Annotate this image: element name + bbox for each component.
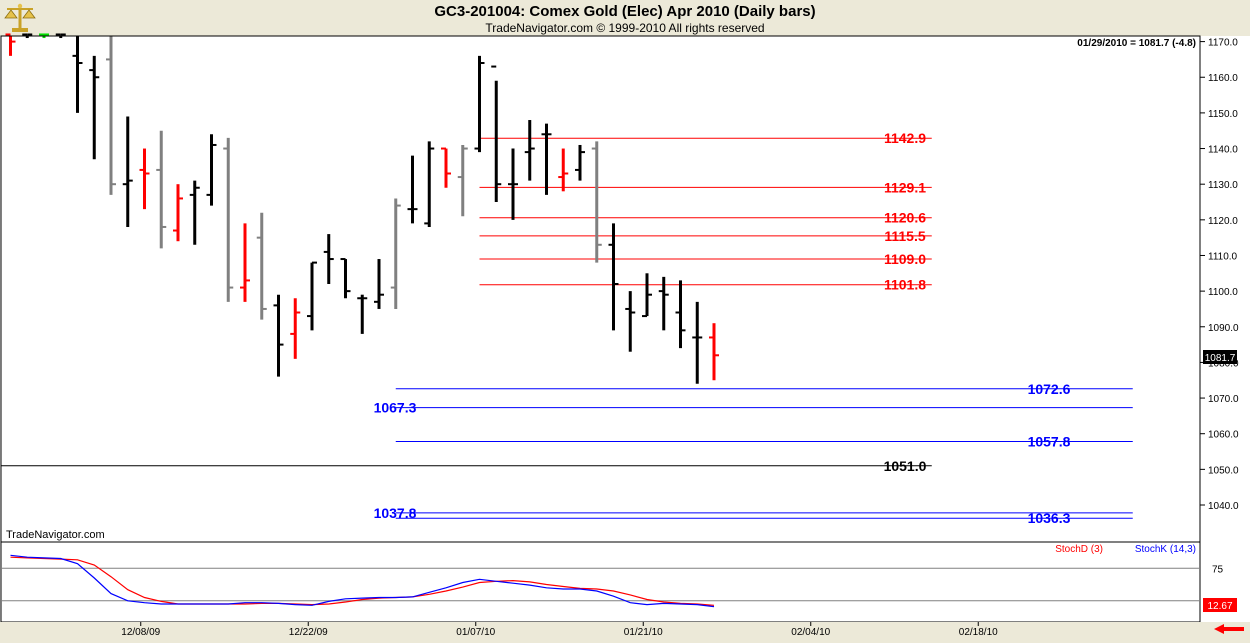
stochk-legend: StochK (14,3) (1135, 544, 1196, 555)
ohlc-bar (524, 120, 535, 181)
ohlc-bar (273, 294, 284, 377)
level-label: 1109.0 (884, 251, 926, 267)
ohlc-bar (340, 258, 351, 299)
level-label: 1120.6 (884, 210, 926, 226)
price-tick-label: 1060.0 (1208, 430, 1239, 441)
ohlc-bar (173, 184, 183, 242)
price-tick-label: 1120.0 (1208, 216, 1238, 227)
bars-layer (5, 33, 719, 384)
ohlc-bar (374, 259, 384, 309)
price-tick-label: 1150.0 (1208, 109, 1238, 120)
ohlc-bar (508, 148, 518, 220)
date-tick-label: 02/18/10 (959, 627, 998, 638)
price-tick-label: 1070.0 (1208, 394, 1239, 405)
level-label: 1051.0 (884, 458, 927, 474)
ohlc-bar (658, 276, 669, 331)
ohlc-bar (457, 144, 468, 217)
price-tick-label: 1130.0 (1208, 180, 1238, 191)
date-axis: 12/08/09 12/22/09 01/07/10 01/21/10 02/04/10… (121, 622, 998, 638)
ohlc-bar (407, 155, 418, 224)
ohlc-bar (642, 273, 652, 318)
scales-logo-icon[interactable] (3, 2, 37, 34)
ohlc-bar (474, 55, 485, 153)
price-tick-label: 1040.0 (1208, 501, 1239, 512)
price-pane (0, 35, 1201, 543)
ohlc-bar (692, 301, 703, 384)
date-tick-label: 02/04/10 (791, 627, 830, 638)
stochastic-layer: 75 (1, 554, 1224, 608)
ohlc-bar (156, 130, 167, 249)
ohlc-bar (575, 144, 585, 181)
ohlc-bar (625, 291, 636, 352)
stoch-series-line (10, 556, 715, 606)
level-label: 1101.8 (884, 277, 926, 293)
level-label: 1067.3 (374, 400, 417, 416)
level-label: 1142.9 (884, 130, 926, 146)
chart-subtitle: TradeNavigator.com © 1999-2010 All right… (485, 21, 765, 35)
date-tick-label: 12/08/09 (121, 627, 160, 638)
stochd-legend: StochD (3) (1055, 544, 1103, 555)
price-tick-label: 1090.0 (1208, 323, 1239, 334)
ohlc-bar (189, 180, 200, 245)
price-tick-label: 1110.0 (1208, 251, 1238, 262)
price-tick-label: 1050.0 (1208, 465, 1239, 476)
date-tick-label: 01/07/10 (456, 627, 495, 638)
price-axis-panel (1200, 36, 1250, 622)
chart-title: GC3-201004: Comex Gold (Elec) Apr 2010 (… (434, 3, 816, 20)
ohlc-bar (256, 212, 267, 320)
last-price-label: 1081.7 (1205, 353, 1236, 364)
ohlc-bar (558, 148, 569, 192)
ohlc-bar (307, 261, 317, 331)
level-label: 1072.6 (1028, 381, 1071, 397)
ohlc-bar (591, 141, 602, 263)
ohlc-bar (675, 280, 686, 349)
ohlc-bar (22, 33, 33, 39)
stoch-series-line (10, 554, 715, 608)
chart-header: GC3-201004: Comex Gold (Elec) Apr 2010 (… (0, 0, 1250, 36)
levels-layer: 1142.9 1129.1 1120.6 1115.5 1109.0 1101.8 1072… (1, 130, 1133, 526)
level-label: 1057.8 (1028, 434, 1071, 450)
ohlc-bar (89, 55, 100, 160)
stochastic-pane (0, 541, 1201, 623)
scroll-left-arrow-icon[interactable] (1214, 624, 1244, 634)
price-tick-label: 1160.0 (1208, 73, 1238, 84)
ohlc-bar (323, 234, 334, 284)
date-tick-label: 12/22/09 (289, 627, 328, 638)
level-label: 1115.5 (884, 228, 925, 244)
ohlc-bar (709, 323, 719, 381)
ohlc-bar (106, 36, 116, 195)
ohlc-bar (139, 148, 150, 210)
date-axis-panel (0, 622, 1250, 643)
ohlc-bar (441, 147, 451, 188)
watermark: TradeNavigator.com (6, 529, 105, 541)
level-label: 1037.8 (374, 505, 417, 521)
ohlc-bar (122, 116, 133, 227)
price-readout: 01/29/2010 = 1081.7 (-4.8) (1077, 38, 1196, 49)
stoch-value-label: 12.67 (1207, 601, 1232, 612)
price-tick-label: 1140.0 (1208, 145, 1238, 156)
ohlc-bar (424, 141, 435, 227)
last-price-box (1203, 350, 1237, 364)
stoch-level-label: 75 (1212, 564, 1224, 575)
ohlc-bar (357, 294, 368, 334)
ohlc-bar (223, 137, 234, 302)
ohlc-bar (541, 123, 552, 195)
ohlc-bar (72, 36, 83, 113)
ohlc-bar (390, 198, 401, 309)
level-label: 1036.3 (1028, 510, 1071, 526)
ohlc-bar (608, 223, 619, 331)
ohlc-bar (240, 223, 250, 302)
ohlc-bar (39, 33, 49, 39)
date-tick-label: 01/21/10 (624, 627, 663, 638)
ohlc-bar (491, 65, 502, 203)
level-label: 1129.1 (884, 179, 926, 195)
stoch-value-box (1203, 598, 1237, 612)
price-tick-label: 1170.0 (1208, 38, 1238, 49)
ohlc-bar (290, 298, 301, 359)
ohlc-bar (5, 33, 16, 56)
ohlc-bar (55, 33, 66, 39)
ohlc-bar (206, 134, 217, 206)
price-tick-label: 1100.0 (1208, 287, 1238, 298)
